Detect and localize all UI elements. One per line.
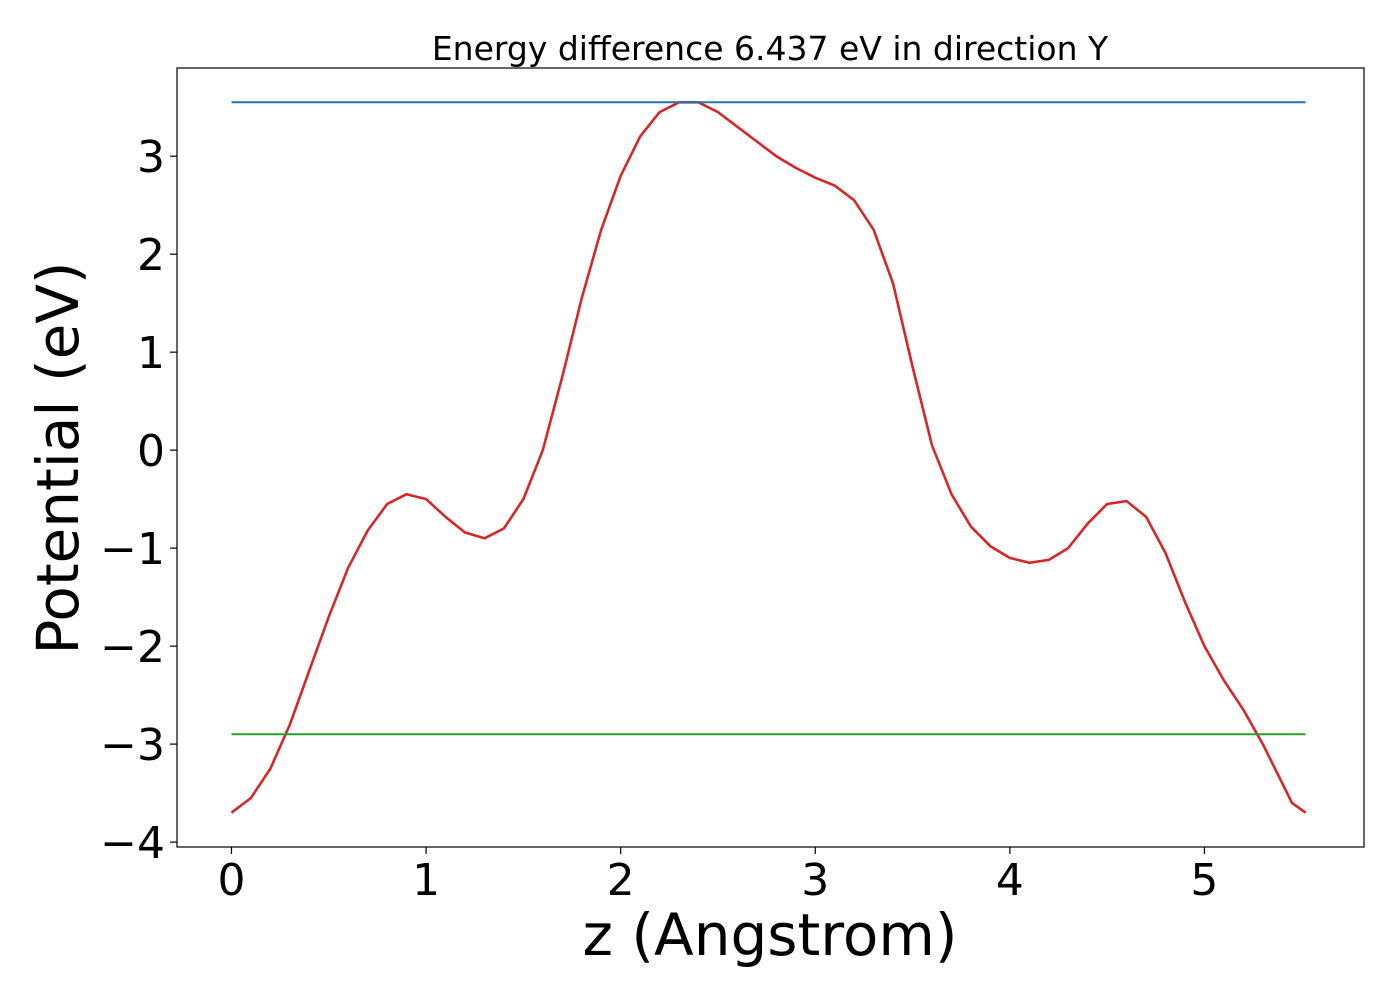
series-layer [230, 101, 1307, 814]
y-tick-label: −4 [100, 818, 165, 869]
y-tick-label: −2 [100, 622, 165, 673]
y-tick-label: −1 [100, 524, 165, 575]
series-line-0 [230, 101, 1307, 814]
x-tick-label: 3 [801, 855, 829, 906]
y-tick-label: 1 [137, 328, 165, 379]
y-axis-label: Potential (eV) [24, 261, 92, 654]
y-tick-label: 0 [137, 426, 165, 477]
chart-title: Energy difference 6.437 eV in direction … [432, 29, 1109, 68]
y-tick-label: 2 [137, 230, 165, 281]
y-tick-label: −3 [100, 720, 165, 771]
y-tick-label: 3 [137, 132, 165, 183]
x-tick-label: 1 [412, 855, 440, 906]
x-tick-label: 5 [1190, 855, 1218, 906]
plot-frame [176, 67, 1365, 848]
x-tick-label: 4 [996, 855, 1024, 906]
x-tick-label: 0 [217, 855, 245, 906]
ticks-layer: 0 1 2 3 4 5 3 2 1 0 −1 −2 −3 −4 [100, 132, 1218, 906]
x-axis-label: z (Angstrom) [583, 901, 958, 969]
x-tick-label: 2 [607, 855, 635, 906]
